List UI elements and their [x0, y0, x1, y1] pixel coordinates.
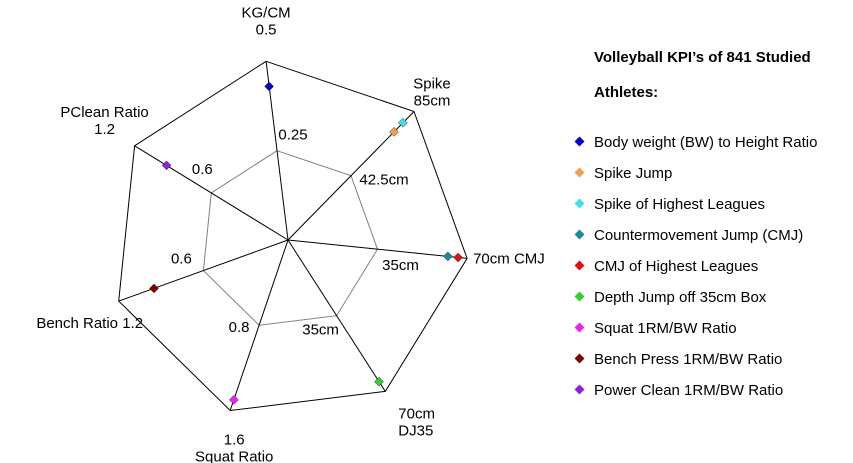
legend-item: CMJ of Highest Leagues [574, 251, 848, 282]
legend-title-line-1: Volleyball KPI’s of 841 Studied [594, 49, 811, 66]
data-point-2 [389, 127, 399, 137]
legend-item: Depth Jump off 35cm Box [574, 282, 848, 313]
data-point-5 [453, 252, 463, 263]
axis-name-kgcm: KG/CM [242, 4, 291, 21]
axis-name-squat: 1.6 [224, 432, 245, 449]
legend-items: Body weight (BW) to Height Ratio Spike Ju… [574, 127, 848, 406]
legend-item: Bench Press 1RM/BW Ratio [574, 344, 848, 375]
legend-label: Spike of Highest Leagues [594, 196, 765, 213]
axis-mid-label-dj: 35cm [302, 322, 339, 339]
inner-grid-ring [202, 150, 379, 326]
legend-title: Volleyball KPI’s of 841 Studied Athletes… [594, 40, 848, 110]
axis-name-pclean: PClean Ratio [60, 104, 148, 121]
axis-name-dj: 70cm [398, 405, 435, 422]
axis-name-spike: Spike [413, 76, 451, 93]
legend-label: Depth Jump off 35cm Box [594, 289, 767, 306]
axis-name-spike: 85cm [414, 93, 451, 110]
legend-item: Spike of Highest Leagues [574, 189, 848, 220]
legend-label: Squat 1RM/BW Ratio [594, 320, 737, 337]
axis-mid-label-spike: 42.5cm [359, 172, 408, 189]
axis-line-cmj [287, 239, 468, 259]
legend-label: Bench Press 1RM/BW Ratio [594, 351, 783, 368]
axis-line-squat [229, 239, 289, 411]
axis-name-squat: Squat Ratio [195, 449, 273, 463]
legend-item: Squat 1RM/BW Ratio [574, 313, 848, 344]
legend-item: Spike Jump [574, 158, 848, 189]
data-point-3 [398, 117, 408, 128]
axis-line-bench [118, 239, 289, 302]
axis-line-kgcm [265, 61, 289, 241]
axis-mid-label-squat: 0.8 [229, 319, 250, 336]
legend-label: Power Clean 1RM/BW Ratio [594, 382, 784, 399]
data-point-1 [264, 81, 274, 92]
axis-name-dj: DJ35 [398, 422, 433, 439]
axis-name-kgcm: 0.5 [256, 21, 277, 38]
data-point-8 [149, 283, 159, 294]
axis-mid-label-cmj: 35cm [382, 257, 419, 274]
axis-line-dj [287, 239, 386, 392]
axis-name-cmj: 70cm CMJ [473, 250, 545, 267]
legend-title-line-2: Athletes: [594, 84, 659, 101]
axis-name-pclean: 1.2 [94, 121, 115, 138]
outer-grid-ring [118, 60, 468, 412]
radar-grid [118, 60, 468, 412]
legend-item: Body weight (BW) to Height Ratio [574, 127, 848, 158]
axis-mid-label-bench: 0.6 [171, 251, 192, 268]
legend-label: Spike Jump [594, 165, 673, 182]
data-point-4 [443, 251, 453, 262]
legend-label: Body weight (BW) to Height Ratio [594, 134, 818, 151]
data-point-7 [229, 394, 239, 405]
legend: Volleyball KPI’s of 841 Studied Athletes… [574, 40, 848, 406]
radar-points [149, 81, 463, 405]
legend-item: Power Clean 1RM/BW Ratio [574, 375, 848, 406]
axis-mid-label-kgcm: 0.25 [278, 127, 307, 144]
axis-mid-label-pclean: 0.6 [192, 161, 213, 178]
axis-line-pclean [134, 145, 289, 241]
legend-label: Countermovement Jump (CMJ) [594, 227, 804, 244]
axis-name-bench: Bench Ratio 1.2 [36, 315, 143, 332]
data-point-9 [161, 160, 172, 171]
radar-axes [118, 61, 468, 411]
legend-item: Countermovement Jump (CMJ) [574, 220, 848, 251]
legend-label: CMJ of Highest Leagues [594, 258, 759, 275]
data-point-6 [374, 376, 384, 387]
